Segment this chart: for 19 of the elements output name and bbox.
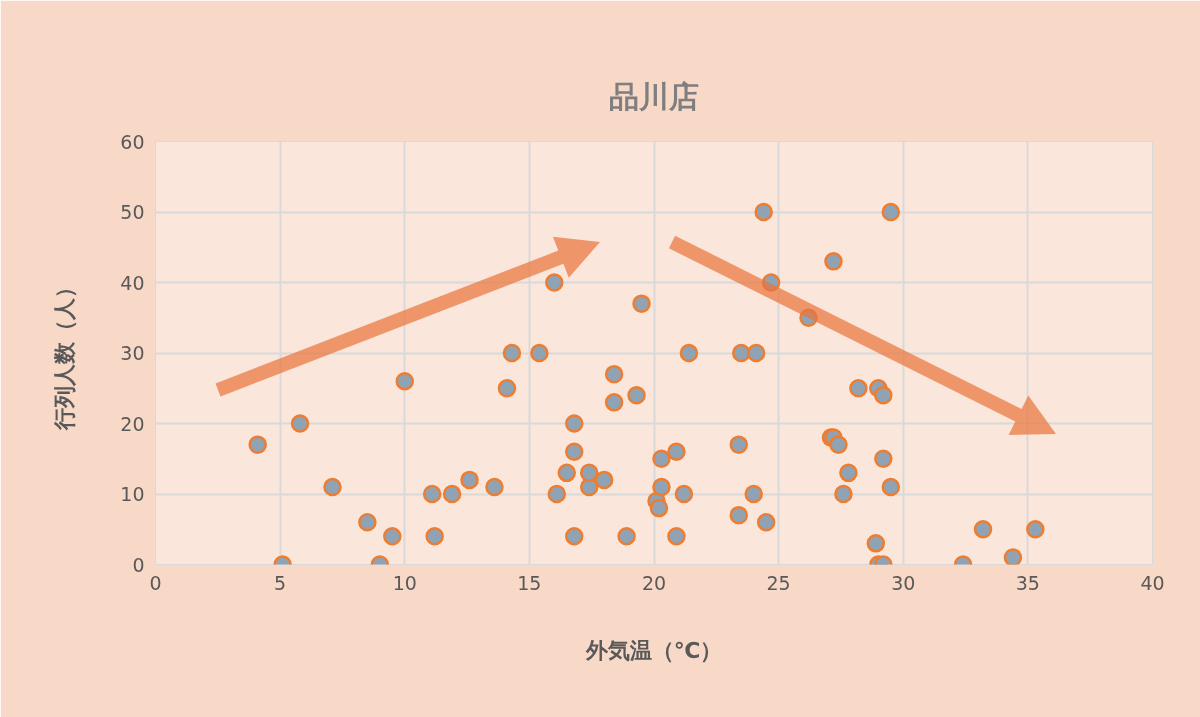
x-tick-label: 30 — [891, 571, 916, 594]
x-tick-label: 0 — [149, 571, 162, 594]
x-tick-label: 5 — [274, 571, 287, 594]
y-tick-label: 20 — [120, 412, 145, 435]
x-axis-title: 外気温（℃） — [584, 637, 723, 663]
y-tick-label: 10 — [120, 483, 145, 505]
chart-title: 品川店 — [609, 79, 699, 114]
y-tick-label: 40 — [120, 271, 145, 294]
y-axis-title: 行列人数（人） — [52, 276, 78, 431]
x-tick-label: 25 — [766, 571, 791, 594]
x-tick-label: 20 — [641, 571, 667, 594]
x-tick-label: 15 — [517, 571, 542, 594]
x-tick-label: 35 — [1015, 571, 1040, 594]
y-tick-label: 0 — [132, 553, 145, 576]
x-tick-label: 10 — [392, 571, 417, 594]
y-tick-label: 30 — [120, 342, 145, 364]
y-tick-label: 60 — [120, 130, 145, 153]
y-tick-label: 50 — [120, 201, 145, 223]
x-tick-label: 40 — [1140, 571, 1165, 594]
